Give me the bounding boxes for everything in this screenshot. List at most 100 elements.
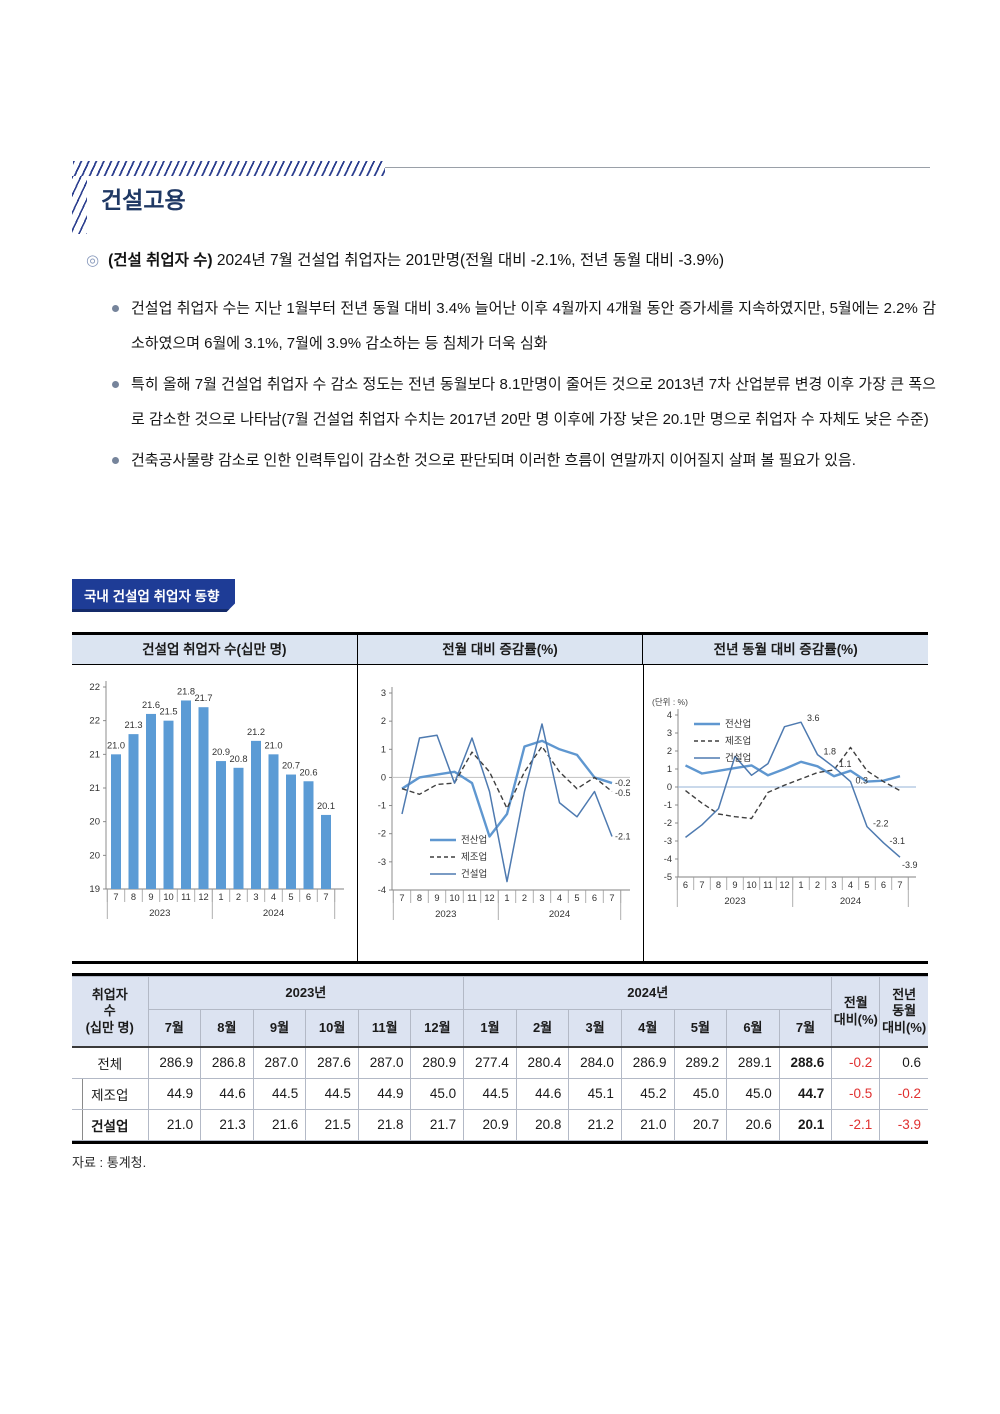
svg-text:-1: -1 — [378, 801, 386, 811]
svg-text:1: 1 — [504, 893, 509, 903]
svg-text:4: 4 — [271, 892, 276, 902]
table-header-year-2024: 2024년 — [463, 976, 833, 1010]
svg-text:3: 3 — [539, 893, 544, 903]
svg-text:2: 2 — [667, 746, 672, 756]
table-header-year-2023: 2023년 — [147, 976, 465, 1010]
section-label: 국내 건설업 취업자 동향 — [72, 579, 235, 612]
svg-text:전산업: 전산업 — [725, 718, 751, 730]
svg-text:10: 10 — [449, 893, 459, 903]
svg-text:10: 10 — [163, 892, 173, 902]
svg-text:2024: 2024 — [549, 909, 571, 920]
svg-text:21: 21 — [89, 749, 100, 760]
svg-text:3.6: 3.6 — [807, 713, 820, 723]
table-header-month: 6월 — [726, 1009, 780, 1048]
svg-text:5: 5 — [864, 880, 869, 890]
table-cell: 44.6 — [200, 1077, 254, 1110]
svg-text:11: 11 — [467, 893, 477, 903]
bar — [233, 767, 244, 889]
svg-text:2: 2 — [381, 716, 386, 726]
svg-text:12: 12 — [198, 892, 208, 902]
cell-yoy: 0.6 — [879, 1046, 928, 1079]
svg-text:4: 4 — [557, 893, 562, 903]
cell-mom: -0.5 — [831, 1077, 881, 1110]
svg-text:0: 0 — [381, 772, 386, 782]
source-note: 자료 : 통계청. — [72, 1155, 147, 1170]
bar — [268, 754, 279, 889]
table-row: 전체 286.9 286.8 287.0 287.6 287.0 280.9 277.4 280… — [72, 1046, 928, 1079]
table-cell: 44.9 — [357, 1077, 412, 1110]
svg-text:6: 6 — [592, 893, 597, 903]
svg-text:20.9: 20.9 — [212, 747, 230, 757]
svg-text:2: 2 — [815, 880, 820, 890]
svg-text:-4: -4 — [664, 854, 672, 864]
row-label: 제조업 — [72, 1077, 149, 1110]
svg-text:제조업: 제조업 — [725, 735, 751, 747]
table-cell: 286.9 — [147, 1046, 202, 1079]
cell-yoy: -0.2 — [879, 1077, 928, 1110]
svg-text:20.7: 20.7 — [282, 761, 300, 771]
bullet-text: 특히 올해 7월 건설업 취업자 수 감소 정도는 전년 동월보다 8.1만명이… — [131, 376, 936, 428]
svg-text:2023: 2023 — [435, 909, 456, 920]
svg-text:0: 0 — [667, 782, 672, 792]
table-cell: 21.7 — [410, 1108, 465, 1141]
svg-text:-5: -5 — [664, 872, 672, 882]
table-header-month: 7월 — [778, 1009, 832, 1048]
svg-text:11: 11 — [763, 880, 773, 890]
bullet-text: 건설업 취업자 수는 지난 1월부터 전년 동월 대비 3.4% 늘어난 이후 … — [131, 300, 936, 352]
svg-text:2: 2 — [522, 893, 527, 903]
svg-text:11: 11 — [181, 892, 191, 902]
table-cell: 277.4 — [463, 1046, 517, 1079]
svg-text:7: 7 — [399, 893, 404, 903]
headline-strong: (건설 취업자 수) — [108, 252, 213, 269]
svg-text:전산업: 전산업 — [461, 834, 487, 846]
svg-text:-3: -3 — [378, 857, 386, 867]
hatch-stripe-band — [73, 161, 385, 176]
bar — [321, 814, 331, 889]
bar — [128, 734, 139, 889]
svg-text:7: 7 — [699, 880, 704, 890]
svg-text:-3.9: -3.9 — [902, 860, 918, 870]
series-제조업 — [685, 746, 901, 820]
headline: ◎ (건설 취업자 수) 2024년 7월 건설업 취업자는 201만명(전월 대… — [86, 248, 936, 270]
table-cell: 21.8 — [357, 1108, 412, 1141]
bullet-dot-icon — [112, 381, 119, 388]
table-header-month: 11월 — [357, 1009, 412, 1048]
page-title: 건설고용 — [101, 187, 186, 213]
table-cell: 286.9 — [620, 1046, 675, 1079]
series-전산업 — [401, 739, 613, 838]
svg-text:6: 6 — [306, 892, 311, 902]
table-cell: 44.5 — [252, 1077, 307, 1110]
cell-mom: -2.1 — [831, 1108, 881, 1141]
svg-text:20: 20 — [89, 817, 100, 828]
row-label: 건설업 — [72, 1108, 149, 1141]
table-cell: 289.2 — [673, 1046, 728, 1079]
row-label: 전체 — [72, 1046, 149, 1079]
bullet-item: 특히 올해 7월 건설업 취업자 수 감소 정도는 전년 동월보다 8.1만명이… — [112, 367, 936, 437]
chart-title-mom: 전월 대비 증감률(%) — [356, 635, 643, 664]
svg-text:3: 3 — [831, 880, 836, 890]
svg-text:6: 6 — [683, 880, 688, 890]
table-cell: 280.4 — [515, 1046, 570, 1079]
svg-text:21: 21 — [89, 783, 100, 794]
svg-text:9: 9 — [434, 893, 439, 903]
table-cell: 44.7 — [778, 1077, 833, 1110]
table-header-month: 4월 — [620, 1009, 675, 1048]
table-cell: 21.6 — [252, 1108, 307, 1141]
table-header-month: 7월 — [148, 1009, 202, 1048]
table-header-month: 5월 — [673, 1009, 728, 1048]
chart-title-employment: 건설업 취업자 수(십만 명) — [142, 642, 287, 657]
svg-text:20.1: 20.1 — [317, 801, 335, 811]
bar — [198, 707, 209, 889]
table-cell: 44.5 — [305, 1077, 359, 1110]
table-cell: 21.0 — [147, 1108, 202, 1141]
table-cell: 287.0 — [252, 1046, 307, 1079]
svg-text:21.8: 21.8 — [177, 686, 195, 696]
table-cell: 21.3 — [200, 1108, 254, 1141]
chart-title-yoy: 전년 동월 대비 증감률(%) — [642, 635, 928, 664]
table-header-month: 8월 — [200, 1009, 254, 1048]
svg-text:12: 12 — [484, 893, 494, 903]
svg-text:21.6: 21.6 — [142, 700, 160, 710]
svg-text:3: 3 — [381, 688, 386, 698]
double-circle-marker: ◎ — [86, 252, 100, 269]
